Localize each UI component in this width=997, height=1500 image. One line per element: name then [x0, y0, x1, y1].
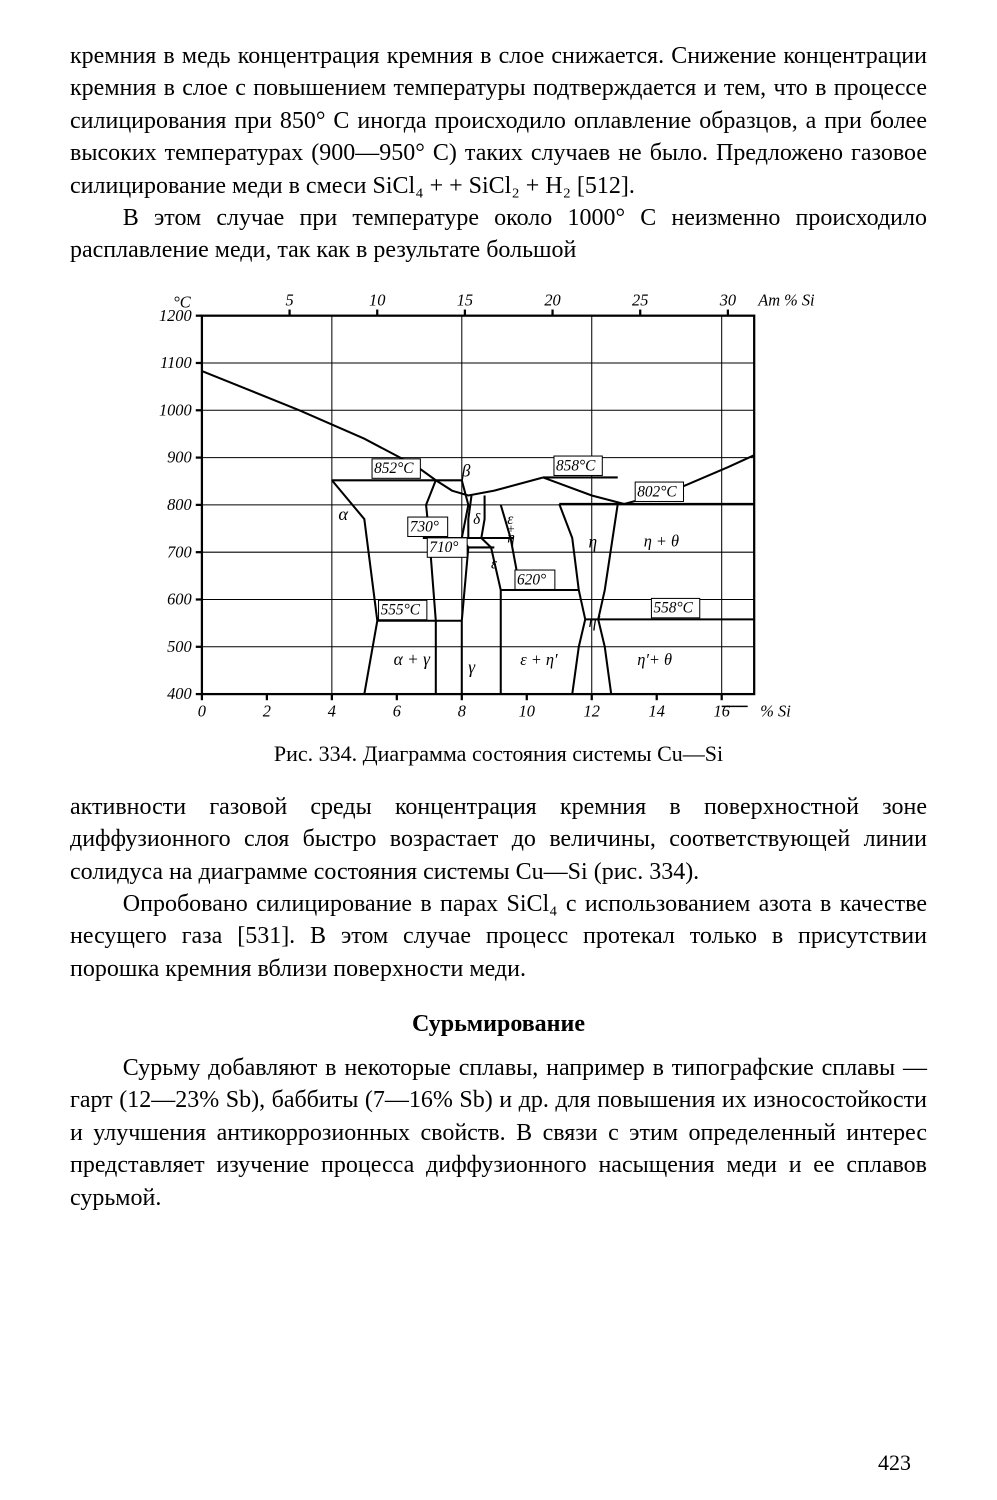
svg-text:558°C: 558°C [653, 599, 693, 616]
section-heading: Сурьмирование [70, 1011, 927, 1038]
svg-text:10: 10 [369, 290, 385, 309]
svg-text:β: β [461, 461, 471, 480]
svg-text:15: 15 [457, 290, 473, 309]
page: кремния в медь концентрация кремния в сл… [0, 0, 997, 1500]
svg-text:ε + η′: ε + η′ [520, 649, 558, 668]
mid-text-block: активности газовой среды концентрация кр… [70, 791, 927, 985]
svg-text:5: 5 [285, 290, 293, 309]
svg-text:700: 700 [167, 542, 192, 561]
svg-text:0: 0 [198, 701, 206, 720]
svg-text:730°: 730° [410, 518, 439, 535]
svg-text:10: 10 [519, 701, 535, 720]
top-text-block: кремния в медь концентрация кремния в сл… [70, 40, 927, 267]
phase-diagram-svg: 400500600700800900100011001200°C02468101… [70, 285, 927, 735]
svg-text:852°C: 852°C [374, 460, 414, 477]
svg-text:400: 400 [167, 684, 192, 703]
svg-text:600: 600 [167, 589, 192, 608]
svg-text:900: 900 [167, 447, 192, 466]
page-number: 423 [878, 1450, 911, 1476]
svg-text:η′+ θ: η′+ θ [637, 649, 672, 668]
svg-text:8: 8 [458, 701, 466, 720]
svg-text:η′: η′ [588, 612, 600, 631]
svg-text:ε: ε [491, 555, 498, 572]
paragraph-4: Опробовано силицирование в парах SiCl₄ с… [70, 888, 927, 985]
svg-text:6: 6 [393, 701, 402, 720]
paragraph-5: Сурьму добавляют в некоторые сплавы, нап… [70, 1052, 927, 1214]
paragraph-3: активности газовой среды концентрация кр… [70, 791, 927, 888]
svg-text:1000: 1000 [159, 400, 192, 419]
svg-text:555°C: 555°C [381, 601, 421, 618]
svg-text:γ: γ [468, 658, 476, 677]
svg-text:Am % Si: Am % Si [757, 290, 815, 309]
svg-text:620°: 620° [517, 571, 546, 588]
svg-text:4: 4 [328, 701, 336, 720]
svg-text:α: α [338, 504, 348, 524]
svg-text:800: 800 [167, 495, 192, 514]
svg-text:858°C: 858°C [556, 457, 596, 474]
svg-text:η + θ: η + θ [644, 531, 679, 550]
svg-text:% Si: % Si [760, 701, 791, 720]
svg-text:14: 14 [649, 701, 665, 720]
svg-text:12: 12 [584, 701, 600, 720]
figure-caption: Рис. 334. Диаграмма состояния системы Cu… [70, 741, 927, 767]
svg-text:δ: δ [473, 511, 481, 528]
svg-text:802°C: 802°C [637, 483, 677, 500]
bottom-text-block: Сурьму добавляют в некоторые сплавы, нап… [70, 1052, 927, 1214]
paragraph-2: В этом случае при температуре около 1000… [70, 202, 927, 267]
svg-text:20: 20 [544, 290, 560, 309]
svg-text:25: 25 [632, 290, 648, 309]
svg-text:30: 30 [719, 290, 736, 309]
svg-text:500: 500 [167, 637, 192, 656]
svg-text:α + γ: α + γ [394, 649, 432, 668]
svg-text:2: 2 [263, 701, 271, 720]
svg-text:710°: 710° [429, 539, 458, 556]
svg-text:°C: °C [173, 292, 192, 311]
paragraph-1: кремния в медь концентрация кремния в сл… [70, 40, 927, 202]
svg-text:η: η [588, 532, 597, 551]
svg-text:16: 16 [714, 701, 731, 720]
figure-334: 400500600700800900100011001200°C02468101… [70, 285, 927, 767]
svg-text:1100: 1100 [160, 353, 192, 372]
svg-text:η: η [507, 529, 515, 546]
